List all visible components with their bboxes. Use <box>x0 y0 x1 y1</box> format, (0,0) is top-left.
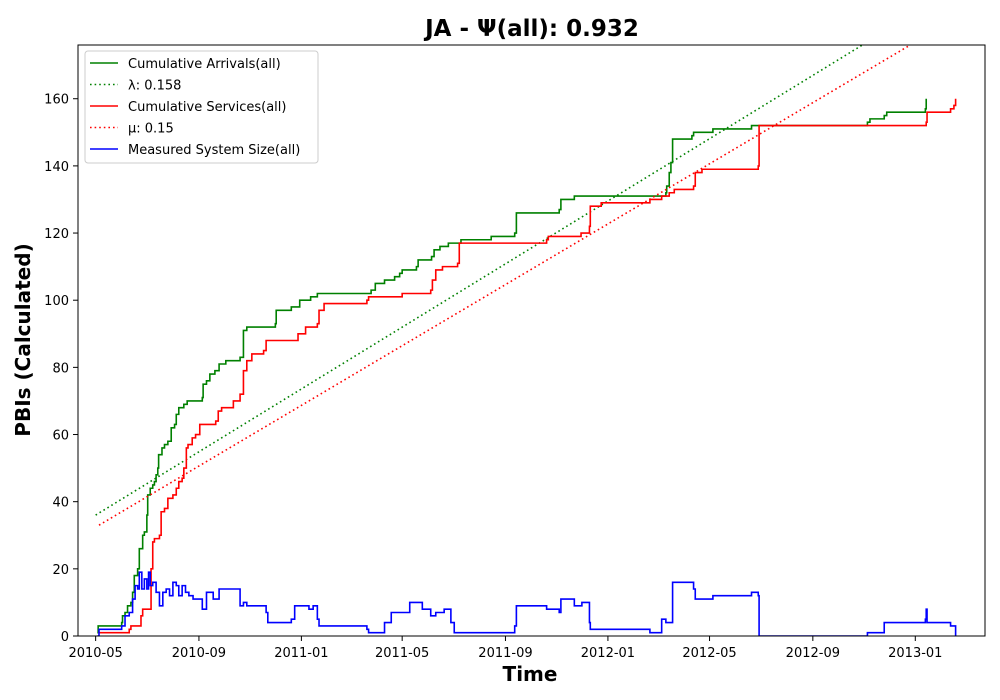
y-tick-label: 160 <box>44 93 69 108</box>
chart-title: JA - Ψ(all): 0.932 <box>423 16 639 42</box>
series-line-0-15 <box>98 45 911 526</box>
y-tick-label: 140 <box>44 160 69 175</box>
y-tick-label: 60 <box>52 429 69 444</box>
plot-frame <box>77 44 986 637</box>
x-tick-label: 2011-01 <box>274 646 328 661</box>
y-tick-label: 100 <box>44 294 69 309</box>
y-tick-label: 80 <box>52 361 69 376</box>
legend-label-cumulative-arrivals-all: Cumulative Arrivals(all) <box>128 57 281 72</box>
y-tick-label: 0 <box>61 630 69 645</box>
x-tick-label: 2012-01 <box>581 646 635 661</box>
legend-label-measured-system-size-all: Measured System Size(all) <box>128 143 300 158</box>
x-tick-label: 2012-09 <box>786 646 840 661</box>
series-layer <box>95 45 957 636</box>
x-axis-label: Time <box>503 662 558 686</box>
series-line-cumulative-services-all <box>98 98 957 634</box>
legend-label-cumulative-services-all: Cumulative Services(all) <box>128 100 286 115</box>
x-axis: 2010-05 2010-09 2011-01 2011-05 2011-09 2012-… <box>68 636 942 661</box>
legend-label-0-158: λ: 0.158 <box>128 79 181 94</box>
x-tick-label: 2010-05 <box>68 646 122 661</box>
x-tick-label: 2011-05 <box>375 646 429 661</box>
y-axis-label: PBIs (Calculated) <box>11 243 35 436</box>
series-line-measured-system-size-all <box>97 571 957 636</box>
legend-label-0-15: μ: 0.15 <box>128 122 174 137</box>
x-tick-label: 2012-05 <box>682 646 736 661</box>
y-tick-label: 40 <box>52 496 69 511</box>
x-tick-label: 2010-09 <box>172 646 226 661</box>
legend: Cumulative Arrivals(all) λ: 0.158 Cumulati… <box>84 50 319 164</box>
y-axis: 0 20 40 60 80 100 120 140 160 <box>44 93 78 645</box>
x-tick-label: 2011-09 <box>478 646 532 661</box>
legend-box <box>84 50 319 164</box>
x-tick-label: 2013-01 <box>888 646 942 661</box>
series-line-cumulative-arrivals-all <box>97 98 928 634</box>
plot-area <box>77 44 986 637</box>
y-tick-label: 20 <box>52 563 69 578</box>
y-tick-label: 120 <box>44 227 69 242</box>
